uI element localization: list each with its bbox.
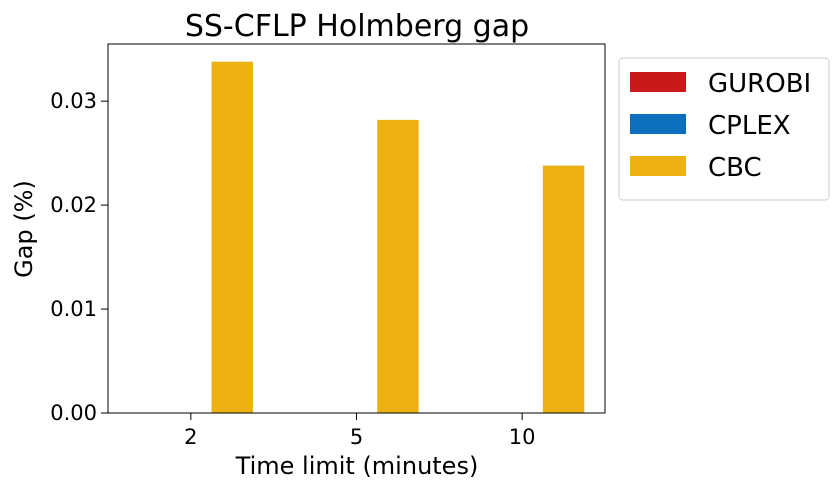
legend-swatch-gurobi	[630, 72, 686, 92]
axes-frame	[107, 43, 606, 414]
bar-cbc-5	[377, 119, 419, 413]
legend-swatch-cbc	[630, 156, 686, 176]
y-tick-label: 0.00	[50, 401, 97, 425]
chart-title: SS-CFLP Holmberg gap	[185, 9, 529, 44]
legend-label-cbc: CBC	[708, 153, 762, 183]
legend-swatch-cplex	[630, 114, 686, 134]
bar-cbc-2	[211, 61, 253, 414]
plot-area: 0.00 0.01 0.02 0.03 2 5 10	[50, 61, 585, 449]
x-tick-label: 5	[350, 425, 363, 449]
legend-label-cplex: CPLEX	[708, 111, 791, 141]
y-axis-label: Gap (%)	[10, 180, 38, 278]
x-tick-label: 2	[184, 425, 197, 449]
x-tick-label: 10	[509, 425, 536, 449]
y-tick-label: 0.02	[50, 193, 97, 217]
y-tick-label: 0.03	[50, 89, 97, 113]
legend: GUROBI CPLEX CBC	[618, 57, 830, 201]
y-tick-label: 0.01	[50, 297, 97, 321]
x-axis-label: Time limit (minutes)	[235, 452, 479, 480]
legend-label-gurobi: GUROBI	[708, 69, 811, 99]
bar-cbc-10	[542, 165, 585, 413]
